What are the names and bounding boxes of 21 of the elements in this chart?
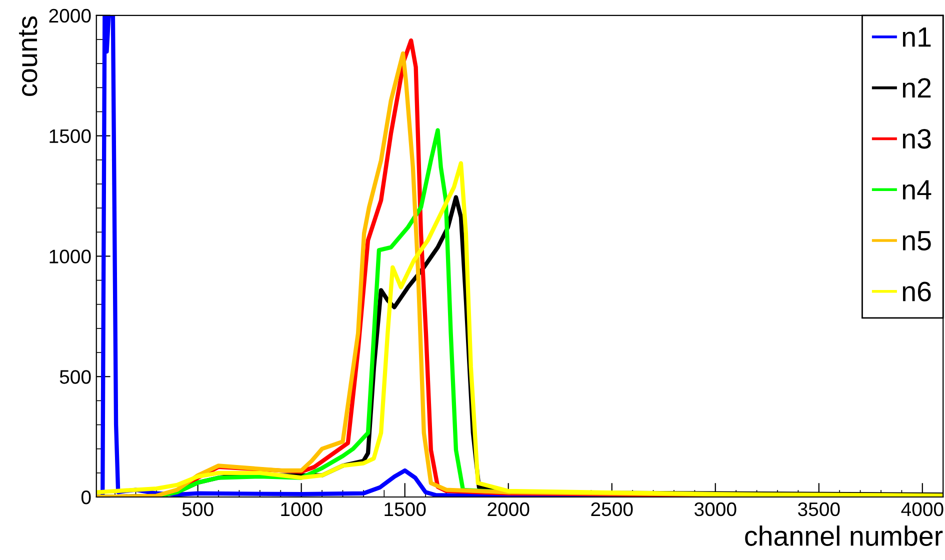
y-tick-label: 500: [60, 370, 91, 384]
x-tick-label: 1500: [384, 502, 426, 516]
y-axis-title: counts: [19, 16, 38, 96]
legend-label: n4: [902, 180, 932, 200]
y-tick-label: 0: [81, 490, 91, 504]
x-tick-label: 500: [182, 502, 214, 516]
x-tick-label: 2500: [591, 502, 633, 516]
x-tick-label: 3500: [798, 502, 840, 516]
legend-label: n2: [902, 78, 931, 98]
legend-label: n6: [902, 282, 931, 302]
legend-label: n3: [902, 129, 931, 149]
y-tick-label: 2000: [49, 8, 91, 23]
x-tick-label: 2000: [488, 502, 530, 516]
y-tick-label: 1500: [50, 129, 91, 144]
x-tick-label: 3000: [694, 502, 736, 516]
x-tick-label: 1000: [281, 502, 322, 516]
x-tick-label: 4000: [901, 502, 944, 516]
y-tick-label: 1000: [50, 250, 91, 264]
legend-label: n1: [902, 28, 931, 47]
legend-label: n5: [902, 231, 931, 250]
x-axis-title: channel number: [745, 526, 943, 546]
